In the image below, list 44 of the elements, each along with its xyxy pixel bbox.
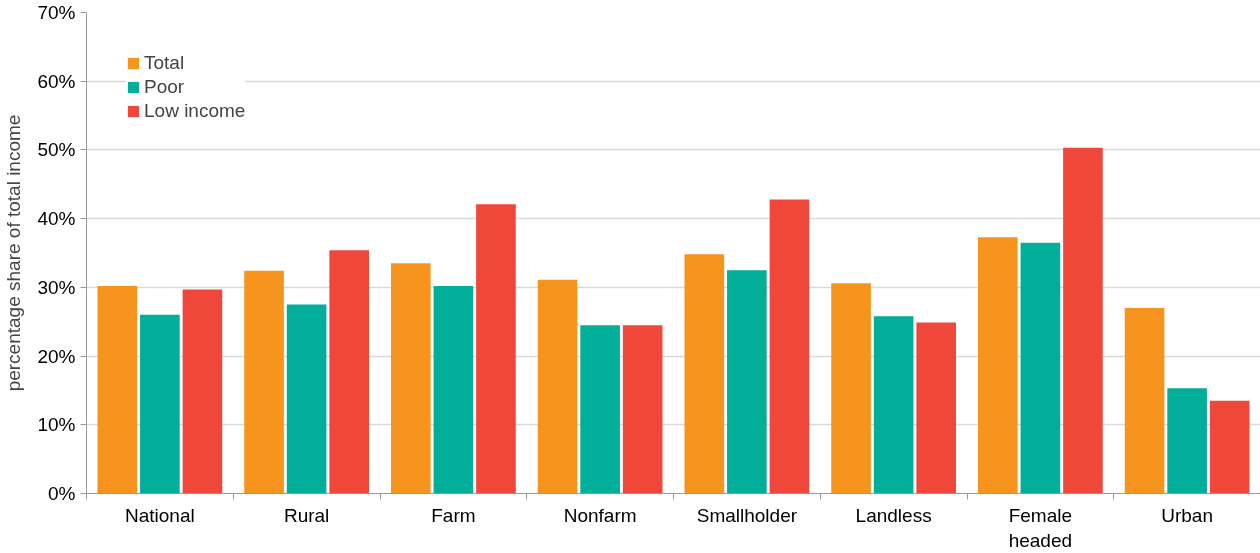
x-tick-label: Female headed bbox=[1008, 504, 1073, 551]
bar bbox=[244, 270, 284, 494]
legend-label: Poor bbox=[144, 76, 185, 98]
bar bbox=[769, 199, 810, 494]
bar bbox=[1124, 307, 1165, 494]
y-tick-label: 40% bbox=[37, 208, 76, 230]
y-tick-label: 70% bbox=[37, 2, 76, 23]
legend-label: Total bbox=[144, 52, 185, 74]
x-tick-label: Farm bbox=[431, 504, 476, 526]
bar bbox=[831, 283, 871, 494]
y-axis-title: percentage share of total income bbox=[3, 114, 25, 392]
legend-label: Low income bbox=[144, 100, 246, 122]
x-tick-label: Rural bbox=[283, 504, 330, 526]
y-tick-label: 10% bbox=[37, 414, 76, 436]
y-tick-label: 50% bbox=[37, 139, 76, 161]
bar bbox=[873, 316, 914, 494]
x-tick-label: National bbox=[125, 504, 195, 526]
bar bbox=[476, 204, 516, 494]
bar bbox=[1063, 147, 1103, 494]
bar bbox=[727, 270, 767, 494]
bar bbox=[978, 237, 1018, 494]
bar bbox=[622, 325, 663, 494]
bar bbox=[537, 279, 578, 494]
bar bbox=[684, 254, 725, 494]
bar bbox=[182, 289, 223, 494]
y-tick-label: 60% bbox=[37, 70, 76, 92]
bar bbox=[580, 325, 620, 494]
y-tick-label: 20% bbox=[37, 345, 76, 367]
x-tick-label: Smallholder bbox=[696, 504, 798, 526]
y-tick-label: 0% bbox=[48, 483, 76, 504]
bar bbox=[916, 322, 956, 494]
bar bbox=[286, 304, 327, 494]
bar bbox=[1020, 242, 1061, 494]
bar bbox=[391, 263, 431, 494]
y-tick-label: 30% bbox=[37, 276, 76, 298]
bar bbox=[329, 250, 369, 494]
bar bbox=[140, 314, 180, 494]
x-tick-label: Nonfarm bbox=[563, 504, 637, 526]
bar bbox=[1209, 400, 1250, 494]
x-tick-label: Urban bbox=[1161, 504, 1213, 526]
bar bbox=[1167, 388, 1207, 494]
bar bbox=[97, 285, 138, 494]
x-tick-label: Landless bbox=[855, 504, 932, 526]
bar bbox=[433, 285, 474, 494]
